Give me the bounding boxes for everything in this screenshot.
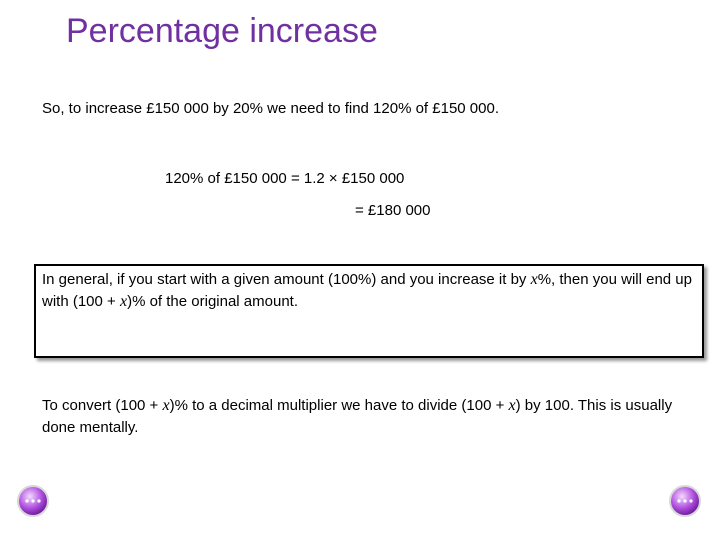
text-run: To convert (100 +	[42, 397, 163, 414]
conversion-text: To convert (100 + x)% to a decimal multi…	[42, 395, 692, 439]
intro-text: So, to increase £150 000 by 20% we need …	[42, 100, 500, 117]
working-line: = £180 000	[355, 202, 431, 219]
variable: x	[119, 293, 128, 310]
text-run: %, then you will end up with (100 +	[42, 271, 692, 310]
variable: x	[508, 397, 516, 414]
next-button[interactable]	[668, 484, 702, 518]
variable: x	[530, 271, 538, 288]
text-run: In general, if you start with a given am…	[42, 271, 531, 288]
text-run: )% of the original amount.	[127, 293, 299, 310]
prev-button[interactable]	[16, 484, 50, 518]
text-run: ) by 100. This is usually done mentally.	[42, 397, 673, 436]
slide-title: Percentage increase	[66, 12, 378, 50]
working-line: 120% of £150 000 = 1.2 × £150 000	[165, 170, 405, 187]
variable: x	[162, 397, 170, 414]
rule-text: In general, if you start with a given am…	[42, 269, 696, 313]
rule-box: In general, if you start with a given am…	[34, 264, 704, 358]
text-run: )% to a decimal multiplier we have to di…	[169, 397, 509, 414]
